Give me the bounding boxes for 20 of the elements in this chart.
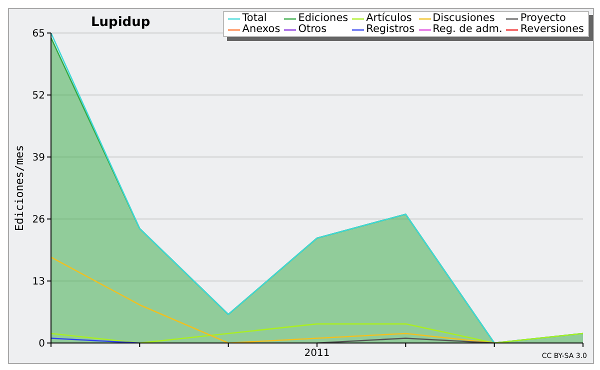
legend-label: Registros: [365, 23, 415, 35]
legend-label: Anexos: [241, 23, 280, 35]
legend-label: Otros: [297, 23, 328, 35]
y-tick-label: 52: [32, 90, 45, 102]
chart-title: Lupidup: [91, 15, 150, 30]
legend-label: Ediciones: [297, 12, 348, 24]
y-tick-label: 65: [32, 28, 45, 40]
x-tick-label: 2011: [304, 348, 330, 360]
y-tick-label: 26: [32, 214, 45, 226]
legend-label: Discusiones: [432, 12, 496, 24]
legend-label: Total: [241, 12, 268, 24]
legend-label: Artículos: [365, 12, 413, 24]
legend-label: Reg. de adm.: [432, 23, 502, 35]
y-tick-label: 39: [32, 152, 45, 164]
legend-label: Reversiones: [519, 23, 584, 35]
legend-label: Proyecto: [519, 12, 567, 24]
y-tick-label: 13: [32, 276, 45, 288]
line-series: [50, 256, 495, 343]
y-axis-title: Ediciones/mes: [12, 144, 26, 232]
y-tick-label: 0: [38, 338, 45, 350]
